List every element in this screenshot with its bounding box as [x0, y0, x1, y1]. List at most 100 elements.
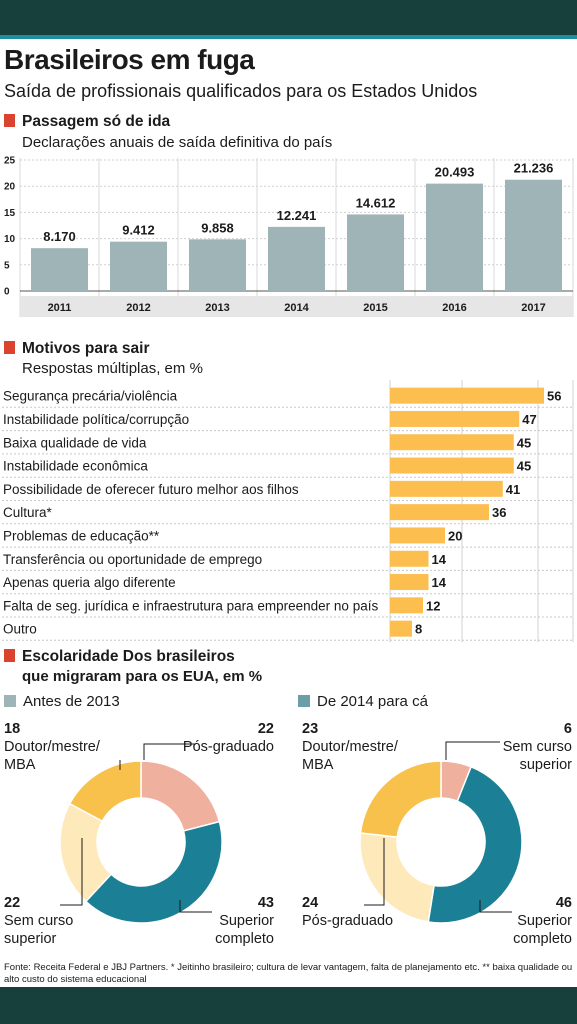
- y-tick-label: 0: [4, 287, 10, 298]
- bar: [390, 480, 503, 497]
- label: MBA: [4, 757, 36, 773]
- bar-value-label: 36: [492, 505, 506, 520]
- category-label: Outro: [3, 622, 37, 637]
- value: 18: [4, 721, 21, 737]
- reasons-horizontal-bar-chart: Segurança precária/violência 56 Instabilid…: [2, 380, 574, 643]
- bar: [390, 387, 544, 404]
- x-tick-label: 2014: [284, 302, 309, 314]
- y-tick-label: 25: [4, 156, 16, 167]
- bar-value-label: 45: [517, 459, 531, 474]
- x-tick-label: 2012: [126, 302, 150, 314]
- label: superior: [519, 757, 572, 773]
- label: MBA: [302, 757, 334, 773]
- bar-value-label: 14.612: [356, 195, 396, 210]
- bar-value-label: 21.236: [514, 161, 554, 176]
- section-2-subtitle: Respostas múltiplas, em %: [22, 360, 203, 377]
- x-tick-label: 2017: [521, 302, 545, 314]
- category-label: Falta de seg. jurídica e infraestrutura …: [3, 598, 378, 613]
- section-marker: [4, 649, 15, 662]
- section-marker: [4, 114, 15, 127]
- section-3-subtitle: que migraram para os EUA, em %: [22, 668, 263, 685]
- bar: [347, 214, 404, 291]
- category-label: Transferência ou oportunidade de emprego: [3, 552, 262, 567]
- donut-slice: [359, 760, 442, 838]
- bar: [390, 504, 489, 521]
- leader-line: [364, 838, 385, 906]
- label: completo: [513, 931, 572, 947]
- x-axis-band: [20, 296, 573, 317]
- bar-value-label: 8.170: [43, 229, 76, 244]
- donut-slice: [427, 765, 523, 924]
- donut-slice: [84, 820, 223, 924]
- legend-label: Antes de 2013: [23, 693, 120, 710]
- label: Superior: [219, 913, 274, 929]
- donut-right-doctorate-label: 23 Doutor/mestre/ MBA: [302, 720, 398, 774]
- label: completo: [215, 931, 274, 947]
- bar: [110, 241, 167, 291]
- label: Superior: [517, 913, 572, 929]
- value: 43: [257, 895, 274, 911]
- bar: [390, 597, 423, 614]
- category-label: Apenas queria algo diferente: [3, 575, 176, 590]
- bar-value-label: 9.858: [201, 220, 234, 235]
- donut-left-postgrad-label: 22 Pós-graduado: [170, 720, 274, 756]
- bar-value-label: 14: [432, 575, 447, 590]
- y-tick-label: 15: [4, 208, 16, 219]
- bar: [426, 183, 483, 291]
- category-label: Instabilidade econômica: [3, 459, 148, 474]
- leader-line: [179, 900, 212, 913]
- section-2-title: Motivos para sair: [4, 340, 150, 358]
- leader-line: [479, 900, 512, 913]
- value: 6: [563, 721, 572, 737]
- bar: [390, 550, 429, 567]
- bar: [390, 574, 429, 591]
- category-label: Possibilidade de oferecer futuro melhor …: [3, 482, 299, 497]
- bar-value-label: 12: [426, 598, 440, 613]
- category-label: Problemas de educação**: [3, 528, 160, 543]
- donut-slice: [68, 760, 142, 823]
- label: Pós-graduado: [182, 739, 274, 755]
- source-note: Fonte: Receita Federal e JBJ Partners. *…: [4, 962, 573, 985]
- donut-right-postgrad-label: 24 Pós-graduado: [302, 894, 393, 930]
- bar-value-label: 14: [432, 552, 447, 567]
- legend-before-2013: Antes de 2013: [4, 693, 120, 710]
- education-donut-charts: [59, 741, 523, 924]
- x-tick-label: 2016: [442, 302, 466, 314]
- donut-left-bachelor-label: 43 Superior completo: [170, 894, 274, 948]
- legend-swatch: [4, 695, 16, 707]
- donut-slice: [140, 760, 221, 832]
- bar-value-label: 12.241: [277, 208, 317, 223]
- value: 22: [257, 721, 274, 737]
- category-label: Segurança precária/violência: [3, 389, 178, 404]
- annual-departures-bar-chart: 0 5 10 15 20 25 8.170 2011 9.412 2012 9.858 2013 12.…: [4, 156, 574, 317]
- leader-line: [60, 838, 83, 906]
- top-accent-line: [0, 35, 577, 39]
- label: Pós-graduado: [302, 913, 394, 929]
- section-1-title-text: Passagem só de ida: [22, 113, 171, 130]
- leader-line: [143, 743, 196, 760]
- bar-value-label: 41: [506, 482, 520, 497]
- value: 24: [302, 895, 319, 911]
- section-marker: [4, 341, 15, 354]
- label: Sem curso: [502, 739, 572, 755]
- label: Doutor/mestre/: [302, 739, 398, 755]
- category-label: Cultura*: [3, 505, 53, 520]
- bar-value-label: 45: [517, 435, 531, 450]
- page-subtitle: Saída de profissionais qualificados para…: [4, 81, 478, 101]
- label: Doutor/mestre/: [4, 739, 100, 755]
- value: 23: [302, 721, 319, 737]
- top-banner: [0, 0, 577, 35]
- bar: [268, 226, 325, 291]
- section-2-title-text: Motivos para sair: [22, 340, 150, 357]
- label: superior: [4, 931, 57, 947]
- bar-value-label: 8: [415, 622, 422, 637]
- section-1-title: Passagem só de ida: [4, 113, 170, 131]
- bar-value-label: 9.412: [122, 223, 155, 238]
- y-tick-label: 20: [4, 182, 16, 193]
- donut-right-no-degree-label: 6 Sem curso superior: [462, 720, 572, 774]
- donut-left-doctorate-label: 18 Doutor/mestre/ MBA: [4, 720, 100, 774]
- label: Sem curso: [4, 913, 74, 929]
- value: 46: [555, 895, 572, 911]
- category-label: Baixa qualidade de vida: [3, 435, 147, 450]
- leader-line: [445, 741, 500, 760]
